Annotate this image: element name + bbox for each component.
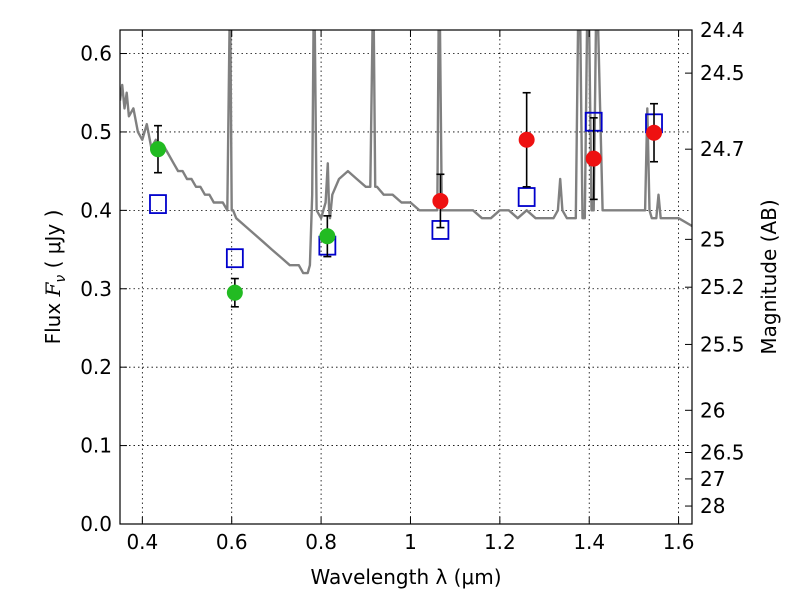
nir-detection-point: [432, 192, 449, 209]
optical-detection-point: [149, 141, 166, 158]
y-axis-label: Flux Fν ( μJy ): [41, 210, 69, 345]
x-tick-label: 1.4: [573, 530, 605, 554]
nir-detection-point: [585, 150, 602, 167]
y2-tick-label: 24.7: [700, 137, 745, 161]
y-tick-label: 0.6: [80, 42, 112, 66]
model-photometry-square: [225, 248, 244, 269]
y2-tick-label: 26.5: [700, 440, 745, 464]
optical-detection-point: [226, 284, 243, 301]
model-photometry-square: [149, 194, 167, 214]
model-spectrum-line: [120, 30, 692, 275]
nir-detection-point: [518, 131, 535, 148]
spectrum-line: [120, 30, 692, 275]
y-tick-label: 0.5: [80, 120, 112, 144]
x-tick-label: 1.2: [484, 530, 516, 554]
y-tick-label: 0.4: [80, 198, 112, 222]
y2-tick-label: 24.4: [700, 18, 745, 42]
grid: [120, 30, 692, 525]
x-axis-label: Wavelength λ (μm): [310, 565, 501, 589]
y2-tick-label: 26: [700, 398, 725, 422]
model-photometry-square: [517, 187, 536, 207]
data-points: [149, 91, 663, 308]
y2-tick-label: 25.5: [700, 332, 745, 356]
x-tick-label: 0.4: [126, 530, 158, 554]
y-tick-label: 0.3: [80, 277, 112, 301]
y2-tick-label: 24.5: [700, 61, 745, 85]
x-tick-label: 0.6: [216, 530, 248, 554]
x-tick-label: 1: [404, 530, 417, 554]
axis-ticks: 0.4 0.6 0.8 1 1.2 1.4 1.6 0.0 0.1 0.2 0.3 0.4 0.5 0.6…: [80, 18, 744, 554]
y2-tick-label: 27: [700, 467, 725, 491]
y2-tick-label: 25.2: [700, 275, 745, 299]
y2-tick-label: 25: [700, 227, 725, 251]
nir-detection-point: [646, 124, 663, 141]
x-tick-label: 0.8: [305, 530, 337, 554]
optical-detection-point: [319, 228, 336, 245]
y-tick-label: 0.1: [80, 434, 112, 458]
y2-tick-label: 28: [700, 494, 725, 518]
y-tick-label: 0.2: [80, 355, 112, 379]
plot-frame: [119, 29, 693, 525]
y-tick-label: 0.0: [80, 512, 112, 536]
y2-axis-label: Magnitude (AB): [757, 199, 781, 354]
x-tick-label: 1.6: [663, 530, 695, 554]
